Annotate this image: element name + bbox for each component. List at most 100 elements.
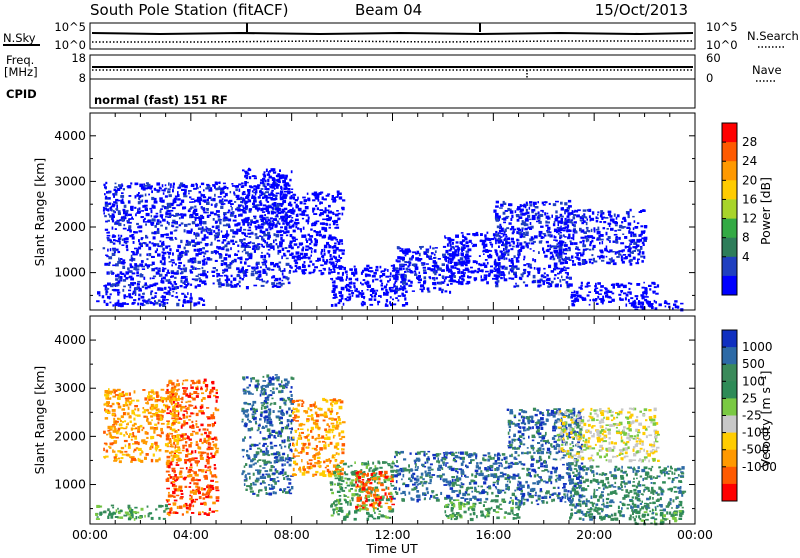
power-cell <box>503 212 506 215</box>
velocity-cell <box>154 404 158 407</box>
power-cell <box>270 262 273 266</box>
velocity-cell <box>283 477 285 480</box>
power-cell <box>628 299 630 302</box>
velocity-cell <box>182 446 184 449</box>
power-cell <box>153 276 156 278</box>
velocity-cell <box>207 484 209 486</box>
power-cell <box>538 215 542 217</box>
velocity-cell <box>172 491 176 494</box>
power-cell <box>527 215 530 218</box>
power-cell <box>180 182 183 184</box>
power-cell <box>495 205 499 207</box>
power-colorbar-swatch <box>722 180 737 200</box>
power-cell <box>345 271 348 274</box>
power-cell <box>602 296 604 299</box>
power-cell <box>174 277 177 279</box>
velocity-cell <box>209 485 213 487</box>
power-cell <box>176 226 179 228</box>
power-cell <box>243 229 246 231</box>
power-cell <box>156 182 160 185</box>
velocity-cell <box>136 516 138 519</box>
power-cell <box>247 224 249 227</box>
velocity-cell <box>128 505 131 508</box>
power-cell <box>172 190 174 192</box>
power-cell <box>145 194 147 197</box>
power-cell <box>627 249 631 252</box>
velocity-cell <box>286 413 288 415</box>
power-cell <box>548 265 551 268</box>
power-cell <box>479 255 481 257</box>
power-cell <box>260 266 262 268</box>
power-cell <box>277 245 279 248</box>
power-cell <box>427 291 430 293</box>
velocity-cell <box>179 506 183 509</box>
velocity-cell <box>184 459 188 461</box>
power-cell <box>524 256 526 259</box>
power-cell <box>584 297 586 299</box>
power-cell <box>583 249 587 251</box>
power-cell <box>445 250 448 253</box>
power-cell <box>178 262 182 264</box>
power-cell <box>381 270 385 272</box>
velocity-cell <box>141 450 143 452</box>
power-cell <box>304 199 308 202</box>
power-cell <box>599 221 602 223</box>
power-cell <box>207 232 209 234</box>
power-cell <box>612 251 615 253</box>
velocity-cell <box>205 496 209 498</box>
power-cell <box>200 223 202 226</box>
power-cell <box>600 215 603 217</box>
power-cell <box>159 240 161 242</box>
power-cell <box>309 261 312 263</box>
power-cell <box>607 250 609 252</box>
power-cell <box>617 285 620 288</box>
power-cell <box>293 271 295 273</box>
power-cell <box>168 256 170 259</box>
power-cell <box>329 227 332 229</box>
velocity-cell <box>178 395 180 398</box>
power-cell <box>345 285 348 288</box>
power-cell <box>311 240 313 243</box>
power-cell <box>521 274 523 276</box>
velocity-cell <box>107 394 110 397</box>
power-cell <box>174 281 177 284</box>
power-cell <box>195 233 198 237</box>
power-cell <box>364 282 366 284</box>
power-cell <box>123 228 127 230</box>
velocity-cell <box>197 446 199 449</box>
power-cell <box>664 301 668 304</box>
power-cell <box>122 289 124 292</box>
power-cell <box>434 254 436 256</box>
power-cell <box>190 293 192 296</box>
velocity-cell <box>197 386 199 388</box>
velocity-cell <box>210 453 212 455</box>
power-cell <box>589 261 591 264</box>
velocity-cell <box>109 513 112 516</box>
power-cell <box>271 269 274 271</box>
velocity-cell <box>197 487 200 490</box>
power-cell <box>541 274 543 277</box>
velocity-cell <box>153 430 155 433</box>
power-cell <box>266 273 268 276</box>
velocity-cell <box>270 488 274 490</box>
power-cell <box>333 250 336 252</box>
velocity-cell <box>216 392 218 394</box>
power-cell <box>399 250 403 252</box>
power-cell <box>198 252 202 255</box>
velocity-cell <box>181 493 184 495</box>
power-cell <box>144 218 146 220</box>
power-cell <box>146 253 148 256</box>
power-cell <box>326 215 329 217</box>
power-cell <box>327 193 330 195</box>
velocity-cell <box>155 445 158 447</box>
power-cell <box>406 252 409 255</box>
power-cell <box>144 205 148 207</box>
velocity-cell <box>156 427 158 430</box>
velocity-cell <box>249 448 251 450</box>
power-cell <box>260 226 263 229</box>
power-cell <box>158 300 161 302</box>
power-cell <box>540 226 544 228</box>
power-cell <box>199 280 202 282</box>
power-cell <box>339 239 343 242</box>
power-cell <box>271 168 274 171</box>
